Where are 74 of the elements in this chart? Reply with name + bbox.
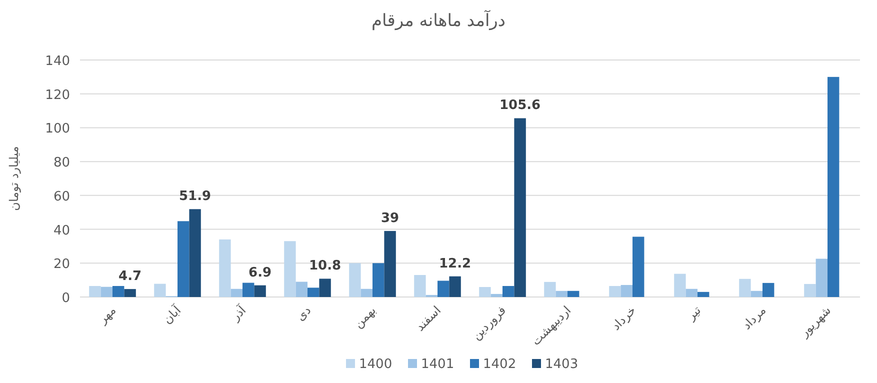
x-tick-label: مرداد: [740, 303, 769, 332]
x-tick-label: آذر: [227, 302, 250, 324]
y-tick-label: 40: [53, 223, 70, 238]
bar: [698, 292, 710, 297]
bar: [178, 221, 190, 297]
bar: [674, 274, 686, 297]
data-label: 10.8: [309, 258, 342, 274]
x-tick-label: تیر: [683, 303, 704, 324]
bar: [739, 278, 751, 297]
y-tick-label: 20: [53, 257, 70, 272]
bar: [479, 287, 491, 297]
data-label: 12.2: [439, 256, 472, 272]
bar: [686, 288, 698, 297]
bar: [556, 290, 568, 297]
x-tick-label: مهر: [94, 303, 119, 327]
bar: [544, 282, 556, 297]
bar: [219, 239, 231, 297]
chart-title: درآمد ماهانه مرقام: [372, 10, 506, 31]
bar: [632, 236, 644, 297]
data-label: 105.6: [499, 98, 541, 114]
bar: [620, 284, 632, 297]
legend-label: 1403: [545, 357, 578, 372]
bar: [308, 288, 320, 297]
bar: [242, 282, 254, 297]
bar: [230, 288, 242, 297]
legend-label: 1401: [421, 357, 454, 372]
bar: [189, 209, 201, 297]
bar: [384, 230, 396, 297]
bar: [254, 285, 266, 297]
bar: [414, 274, 426, 297]
bar: [449, 276, 461, 297]
x-tick-label: اسفند: [412, 303, 444, 334]
y-tick-label: 60: [53, 189, 70, 204]
bar: [502, 286, 514, 297]
data-label: 39: [381, 210, 400, 226]
bar: [804, 284, 816, 297]
x-tick-label: اردیبهشت: [528, 303, 574, 348]
data-label: 51.9: [179, 189, 212, 204]
bar: [284, 241, 296, 297]
y-axis-title: میلیارد تومان: [7, 146, 21, 211]
bar: [514, 118, 526, 297]
y-tick-label: 0: [62, 291, 70, 306]
legend-label: 1402: [483, 357, 516, 372]
data-label: 6.9: [248, 265, 272, 280]
bar: [438, 280, 450, 297]
bar: [609, 286, 621, 297]
bar: [100, 286, 112, 297]
bar: [112, 286, 124, 297]
bar: [360, 288, 372, 297]
data-label: 4.7: [118, 269, 142, 284]
bar: [319, 278, 331, 297]
legend-label: 1400: [359, 357, 392, 372]
bar: [296, 282, 308, 297]
bar: [490, 294, 502, 297]
bar: [372, 263, 384, 297]
x-tick-label: دی: [293, 303, 314, 324]
y-tick-label: 120: [45, 88, 70, 103]
bar: [124, 289, 136, 297]
y-tick-label: 80: [53, 156, 70, 171]
x-tick-label: آبان: [159, 302, 184, 327]
bar: [568, 290, 580, 297]
bar: [349, 263, 361, 297]
bar: [154, 284, 166, 297]
bar: [828, 76, 840, 297]
x-tick-label: خرداد: [608, 303, 639, 333]
bar: [89, 286, 101, 297]
y-tick-label: 140: [45, 54, 70, 69]
x-tick-label: فروردین: [469, 303, 509, 343]
bar: [750, 290, 762, 297]
y-tick-label: 100: [45, 122, 70, 137]
bar: [816, 258, 828, 297]
bar: [762, 282, 774, 297]
x-tick-label: شهریور: [796, 303, 834, 340]
x-tick-label: بهمن: [351, 303, 379, 331]
